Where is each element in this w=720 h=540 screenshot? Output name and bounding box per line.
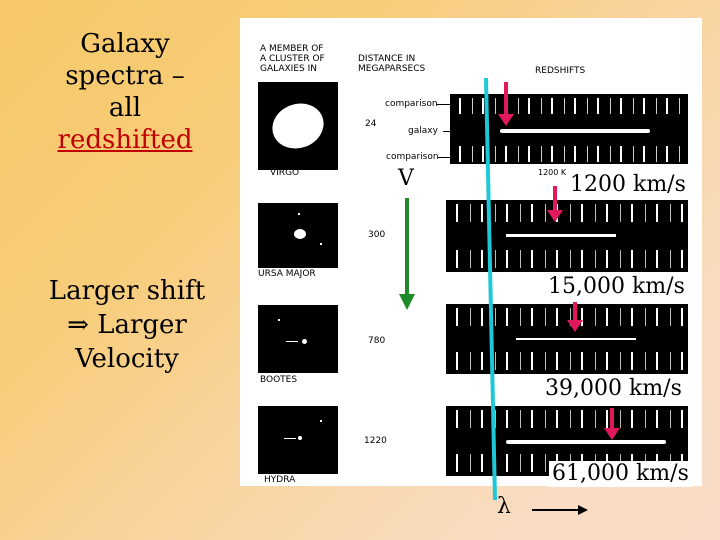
comparison-lines: [446, 308, 688, 326]
label-galaxy: galaxy: [408, 126, 438, 136]
header-redshifts: REDSHIFTS: [535, 66, 586, 76]
header-cluster-member-line: GALAXIES IN: [260, 64, 317, 74]
comparison-lines: [446, 250, 688, 268]
distance-ursa-major: 300: [368, 230, 386, 240]
slide-title: Galaxy spectra – all redshifted: [30, 28, 220, 156]
header-cluster-member-line: A MEMBER OF: [260, 44, 324, 54]
comparison-lines: [446, 204, 688, 222]
header-distance: DISTANCE IN MEGAPARSECS: [358, 54, 425, 74]
wavelength-symbol: λ: [497, 494, 511, 519]
reference-line: [484, 77, 497, 501]
pointer-line: [284, 438, 296, 439]
comparison-lines: [450, 98, 688, 114]
title-line-1: Galaxy: [80, 29, 170, 59]
galaxy-name-ursa-major: URSA MAJOR: [258, 269, 316, 279]
title-line-4: redshifted: [57, 125, 193, 155]
velocity-label-ursa-major: 15,000 km/s: [545, 274, 688, 300]
note-line-1: Larger shift: [48, 276, 206, 306]
title-line-3: all: [108, 93, 142, 123]
spectrum-bootes: [446, 304, 688, 374]
galaxy-photo-hydra: [258, 406, 338, 474]
label-leader: [438, 157, 450, 158]
star-dot: [320, 420, 322, 422]
distance-bootes: 780: [368, 336, 386, 346]
label-leader: [436, 104, 450, 105]
header-cluster-member: A MEMBER OF A CLUSTER OF GALAXIES IN: [260, 44, 325, 74]
star-dot: [298, 213, 300, 215]
galaxy-continuum: [506, 440, 666, 444]
shift-arrow-bootes-head: [567, 320, 583, 332]
galaxy-shape: [294, 229, 306, 239]
header-distance-line: MEGAPARSECS: [358, 64, 426, 74]
label-comparison-bottom: comparison: [386, 152, 439, 162]
shift-velocity-note: Larger shift ⇒ Larger Velocity: [22, 274, 232, 376]
spectra-figure: A MEMBER OF A CLUSTER OF GALAXIES IN DIS…: [240, 18, 702, 486]
shift-arrow-hydra-head: [604, 428, 620, 440]
label-leader: [443, 131, 453, 132]
comparison-lines: [450, 146, 688, 162]
pointer-line: [286, 341, 298, 342]
distance-virgo: 24: [365, 119, 377, 129]
shift-arrow-ursa-major-head: [547, 210, 563, 222]
spectrum-virgo: [450, 94, 688, 164]
star-dot: [320, 243, 322, 245]
galaxy-photo-ursa-major: [258, 203, 338, 268]
distance-hydra: 1220: [364, 436, 387, 446]
wavelength-arrow-head: [578, 505, 588, 515]
galaxy-photo-bootes: [258, 305, 338, 373]
comparison-lines: [446, 410, 688, 428]
spectrum-ursa-major: [446, 200, 688, 272]
note-line-2: ⇒ Larger: [67, 310, 187, 340]
galaxy-shape: [298, 436, 302, 440]
virgo-small-label: 1200 K: [538, 168, 567, 177]
label-comparison-top: comparison: [385, 99, 438, 109]
header-distance-line: DISTANCE IN: [358, 54, 416, 64]
galaxy-photo-virgo: [258, 82, 338, 170]
velocity-label-virgo: 1200 km/s: [567, 172, 689, 198]
galaxy-continuum: [506, 234, 616, 237]
note-line-3: Velocity: [75, 344, 179, 374]
star-dot: [278, 319, 280, 321]
galaxy-shape: [302, 339, 307, 344]
galaxy-name-bootes: BOOTES: [260, 375, 298, 385]
comparison-lines: [446, 352, 688, 370]
velocity-symbol: V: [398, 166, 414, 191]
shift-arrow-virgo-head: [498, 114, 514, 126]
header-cluster-member-line: A CLUSTER OF: [260, 54, 325, 64]
title-line-2: spectra –: [65, 61, 185, 91]
velocity-arrow-head: [399, 294, 415, 310]
galaxy-name-hydra: HYDRA: [264, 475, 296, 485]
galaxy-continuum: [516, 338, 636, 340]
galaxy-name-virgo: VIRGO: [270, 168, 300, 178]
velocity-label-hydra: 61,000 km/s: [549, 461, 692, 487]
velocity-label-bootes: 39,000 km/s: [542, 376, 685, 402]
galaxy-continuum: [500, 129, 650, 133]
